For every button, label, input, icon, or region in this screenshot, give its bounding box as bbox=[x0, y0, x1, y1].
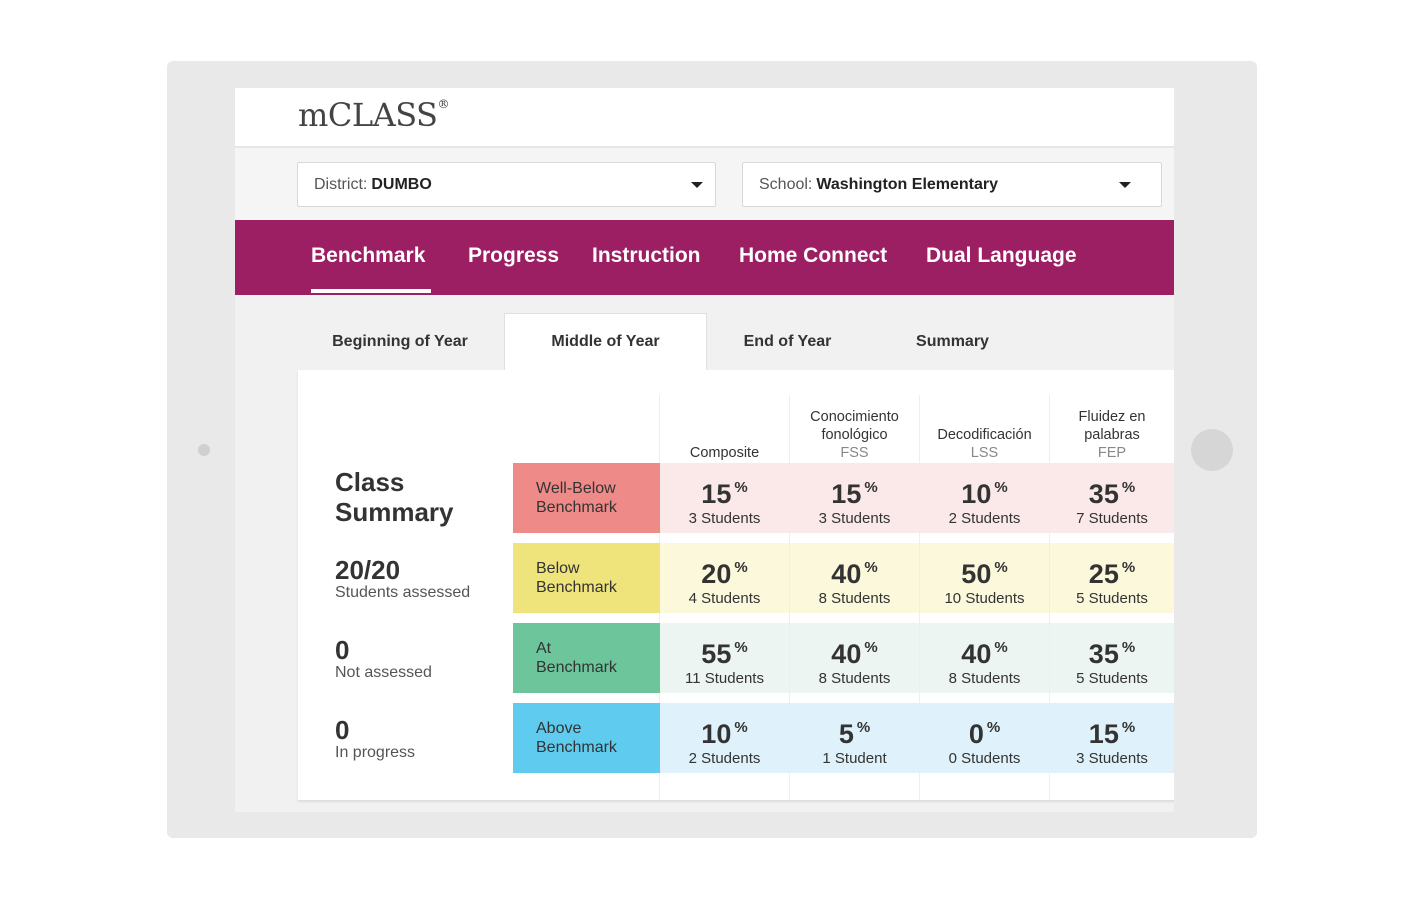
column-header: Conocimiento fonológico FSS bbox=[810, 409, 899, 461]
chevron-down-icon bbox=[691, 182, 703, 188]
benchmark-cell[interactable]: 5% 1 Student bbox=[790, 703, 919, 773]
in-progress: 0 In progress bbox=[335, 715, 416, 761]
nav-dual-language[interactable]: Dual Language bbox=[926, 244, 1077, 267]
benchmark-cell[interactable]: 35% 7 Students bbox=[1050, 463, 1174, 533]
benchmark-cell[interactable]: 50% 10 Students bbox=[920, 543, 1049, 613]
column-divider bbox=[919, 395, 920, 800]
not-assessed: 0 Not assessed bbox=[335, 635, 432, 681]
column-divider bbox=[789, 395, 790, 800]
benchmark-cell[interactable]: 40% 8 Students bbox=[920, 623, 1049, 693]
home-button[interactable] bbox=[1191, 429, 1233, 471]
app-header: mCLASS® bbox=[235, 88, 1174, 148]
school-label: School: bbox=[759, 175, 813, 193]
tab-end-of-year[interactable]: End of Year bbox=[743, 332, 832, 350]
nav-benchmark[interactable]: Benchmark bbox=[311, 244, 432, 293]
app-screen: mCLASS® District: DUMBO School: Washington… bbox=[235, 88, 1174, 812]
benchmark-cell[interactable]: 0% 0 Students bbox=[920, 703, 1049, 773]
students-assessed: 20/20 Students assessed bbox=[335, 555, 471, 601]
district-select[interactable]: District: DUMBO bbox=[297, 162, 716, 207]
benchmark-cell[interactable]: 40% 8 Students bbox=[790, 543, 919, 613]
benchmark-cell[interactable]: 10% 2 Students bbox=[920, 463, 1049, 533]
district-value: DUMBO bbox=[371, 175, 432, 193]
column-header: Decodificación LSS bbox=[937, 427, 1032, 461]
benchmark-cell[interactable]: 25% 5 Students bbox=[1050, 543, 1174, 613]
filter-bar: District: DUMBO School: Washington Element… bbox=[235, 148, 1174, 220]
column-header: Composite bbox=[689, 445, 760, 461]
school-value: Washington Elementary bbox=[816, 175, 999, 193]
column-divider bbox=[1049, 395, 1050, 800]
tab-beginning-of-year[interactable]: Beginning of Year bbox=[332, 332, 468, 350]
period-tabs: Beginning of Year Middle of Year End of … bbox=[235, 295, 1174, 370]
benchmark-cell[interactable]: 35% 5 Students bbox=[1050, 623, 1174, 693]
chevron-down-icon bbox=[1119, 182, 1131, 188]
benchmark-level-label: Below Benchmark bbox=[513, 543, 660, 613]
benchmark-level-label: At Benchmark bbox=[513, 623, 660, 693]
benchmark-cell[interactable]: 15% 3 Students bbox=[660, 463, 789, 533]
main-nav: Benchmark Progress Instruction Home Conn… bbox=[235, 220, 1174, 295]
nav-home-connect[interactable]: Home Connect bbox=[739, 244, 888, 267]
benchmark-cell[interactable]: 20% 4 Students bbox=[660, 543, 789, 613]
benchmark-cell[interactable]: 10% 2 Students bbox=[660, 703, 789, 773]
benchmark-cell[interactable]: 15% 3 Students bbox=[790, 463, 919, 533]
benchmark-level-label: Well-Below Benchmark bbox=[513, 463, 660, 533]
district-label: District: bbox=[314, 175, 368, 193]
nav-instruction[interactable]: Instruction bbox=[592, 244, 701, 267]
nav-progress[interactable]: Progress bbox=[468, 244, 560, 267]
mclass-logo: mCLASS® bbox=[298, 96, 449, 134]
class-summary-title: Class Summary bbox=[335, 467, 454, 527]
school-select[interactable]: School: Washington Elementary bbox=[742, 162, 1162, 207]
column-header: Fluidez en palabras FEP bbox=[1078, 409, 1146, 461]
benchmark-cell[interactable]: 55% 11 Students bbox=[660, 623, 789, 693]
benchmark-cell[interactable]: 15% 3 Students bbox=[1050, 703, 1174, 773]
class-summary-card: Class Summary 20/20 Students assessed 0 No… bbox=[298, 370, 1174, 800]
tab-middle-of-year[interactable]: Middle of Year bbox=[504, 313, 707, 370]
tab-summary[interactable]: Summary bbox=[916, 332, 989, 350]
camera-dot bbox=[198, 444, 210, 456]
benchmark-level-label: Above Benchmark bbox=[513, 703, 660, 773]
benchmark-cell[interactable]: 40% 8 Students bbox=[790, 623, 919, 693]
